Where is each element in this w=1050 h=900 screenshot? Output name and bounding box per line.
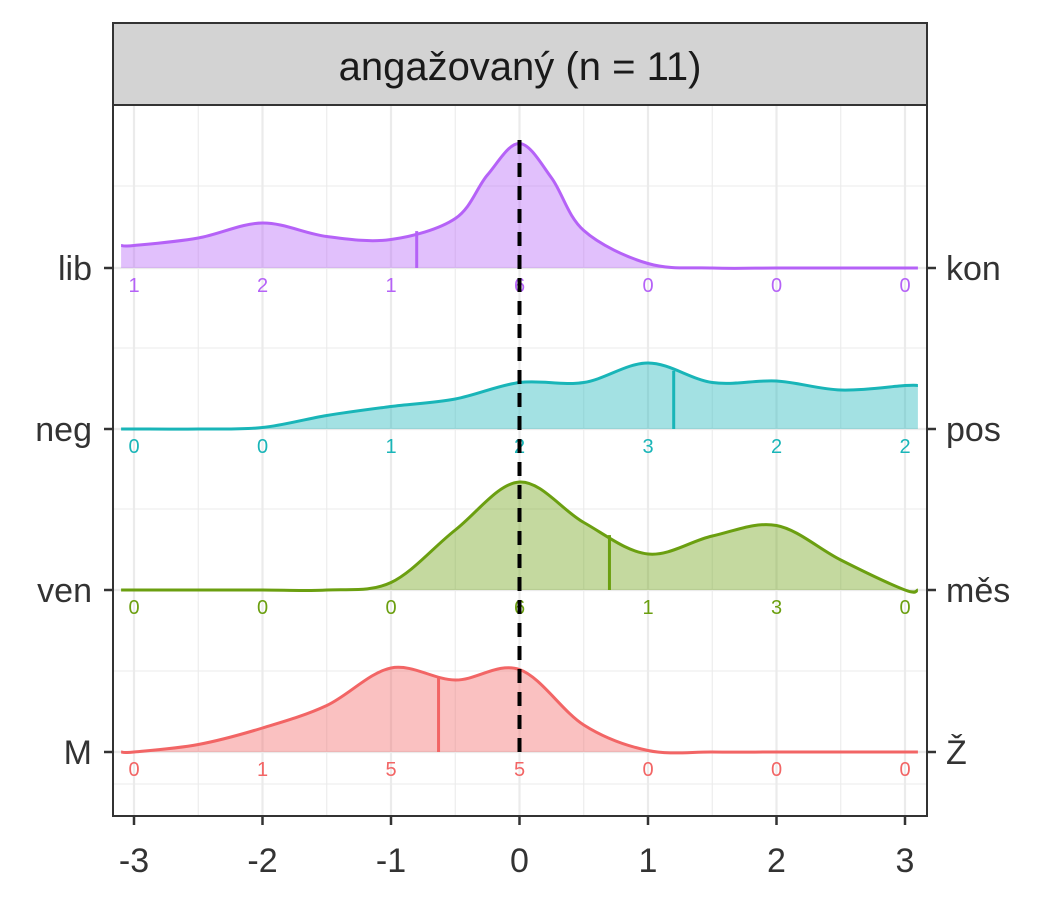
count-label: 0 bbox=[642, 759, 653, 781]
count-label: 0 bbox=[899, 759, 910, 781]
right-axis-label: měs bbox=[946, 572, 1010, 610]
x-tick-label: 2 bbox=[767, 842, 786, 880]
right-axis-label: pos bbox=[946, 411, 1001, 449]
count-label: 5 bbox=[514, 759, 525, 781]
left-axis-label: lib bbox=[58, 250, 92, 288]
strip-background bbox=[112, 22, 928, 106]
count-label: 0 bbox=[771, 759, 782, 781]
count-label: 5 bbox=[385, 759, 396, 781]
x-tick-label: 3 bbox=[896, 842, 915, 880]
count-label: 0 bbox=[771, 275, 782, 297]
count-label: 0 bbox=[385, 597, 396, 619]
count-label: 2 bbox=[771, 436, 782, 458]
count-label: 1 bbox=[385, 436, 396, 458]
count-label: 3 bbox=[642, 436, 653, 458]
left-axis-label: M bbox=[64, 734, 92, 772]
count-label: 0 bbox=[257, 597, 268, 619]
x-tick-label: 1 bbox=[639, 842, 658, 880]
count-label: 0 bbox=[128, 436, 139, 458]
count-label: 1 bbox=[642, 597, 653, 619]
left-axis-label: ven bbox=[37, 572, 92, 610]
count-label: 0 bbox=[899, 597, 910, 619]
axes: -3 -2 -1 0 1 2 3 lib kon neg pos ven měs M Ž bbox=[35, 250, 1010, 880]
x-tick-label: 0 bbox=[510, 842, 529, 880]
count-label: 3 bbox=[771, 597, 782, 619]
count-label: 0 bbox=[642, 275, 653, 297]
right-axis-label: kon bbox=[946, 250, 1001, 288]
count-label: 2 bbox=[899, 436, 910, 458]
count-label: 1 bbox=[257, 759, 268, 781]
density-area bbox=[121, 143, 918, 269]
count-label: 0 bbox=[128, 759, 139, 781]
right-axis-label: Ž bbox=[946, 734, 967, 772]
count-label: 0 bbox=[128, 597, 139, 619]
count-label: 2 bbox=[257, 275, 268, 297]
count-label: 1 bbox=[385, 275, 396, 297]
left-axis-label: neg bbox=[35, 411, 92, 449]
density-line bbox=[121, 480, 919, 594]
x-tick-label: -1 bbox=[376, 842, 406, 880]
x-tick-label: -2 bbox=[247, 842, 277, 880]
count-label: 0 bbox=[899, 275, 910, 297]
density-area bbox=[121, 667, 918, 753]
count-label: 0 bbox=[257, 436, 268, 458]
count-label: 1 bbox=[128, 275, 139, 297]
x-tick-label: -3 bbox=[119, 842, 149, 880]
strip-title: angažovaný (n = 11) bbox=[339, 45, 702, 89]
